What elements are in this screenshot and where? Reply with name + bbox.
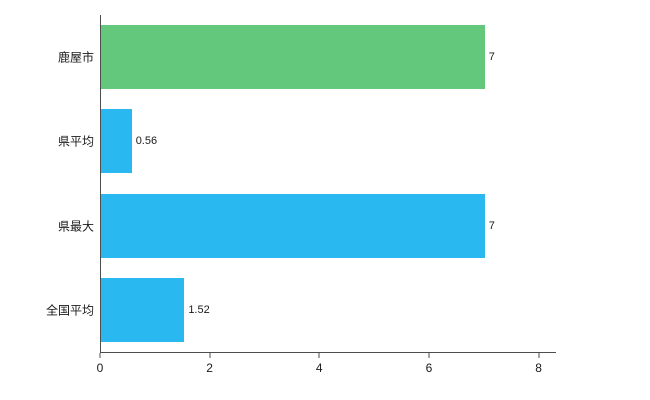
bar — [101, 277, 185, 342]
x-axis-tick — [99, 353, 101, 358]
x-axis: 0 2 4 6 8 — [96, 352, 555, 382]
y-axis-label: 県最大 — [57, 219, 94, 234]
bar-value-label: 7 — [488, 219, 495, 232]
bar — [101, 25, 485, 90]
bar-row: 7 — [101, 184, 556, 268]
x-axis-tick — [209, 353, 211, 358]
bar — [101, 109, 132, 174]
x-axis-tick — [538, 353, 540, 358]
x-axis-tick-label: 2 — [206, 361, 213, 375]
y-axis-label: 鹿屋市 — [57, 50, 94, 65]
bar — [101, 193, 485, 258]
y-axis-label: 県平均 — [57, 134, 94, 149]
x-axis-tick-label: 0 — [96, 361, 104, 375]
bar-value-label: 7 — [488, 51, 495, 64]
bar-row: 7 — [101, 15, 556, 99]
x-axis-tick — [428, 353, 430, 358]
bar-row: 1.52 — [101, 268, 556, 352]
y-axis-labels: 鹿屋市県平均県最大全国平均 — [0, 15, 94, 352]
x-axis-tick — [318, 353, 320, 358]
bar-row: 0.56 — [101, 99, 556, 183]
x-axis-tick-label: 4 — [315, 361, 323, 375]
bar-value-label: 0.56 — [135, 135, 158, 148]
plot-area: 7 0.56 7 1.52 — [100, 15, 556, 353]
x-axis-tick-label: 6 — [425, 361, 433, 375]
y-axis-label: 全国平均 — [45, 303, 94, 318]
bar-value-label: 1.52 — [188, 303, 210, 316]
x-axis-tick-label: 8 — [535, 361, 542, 375]
